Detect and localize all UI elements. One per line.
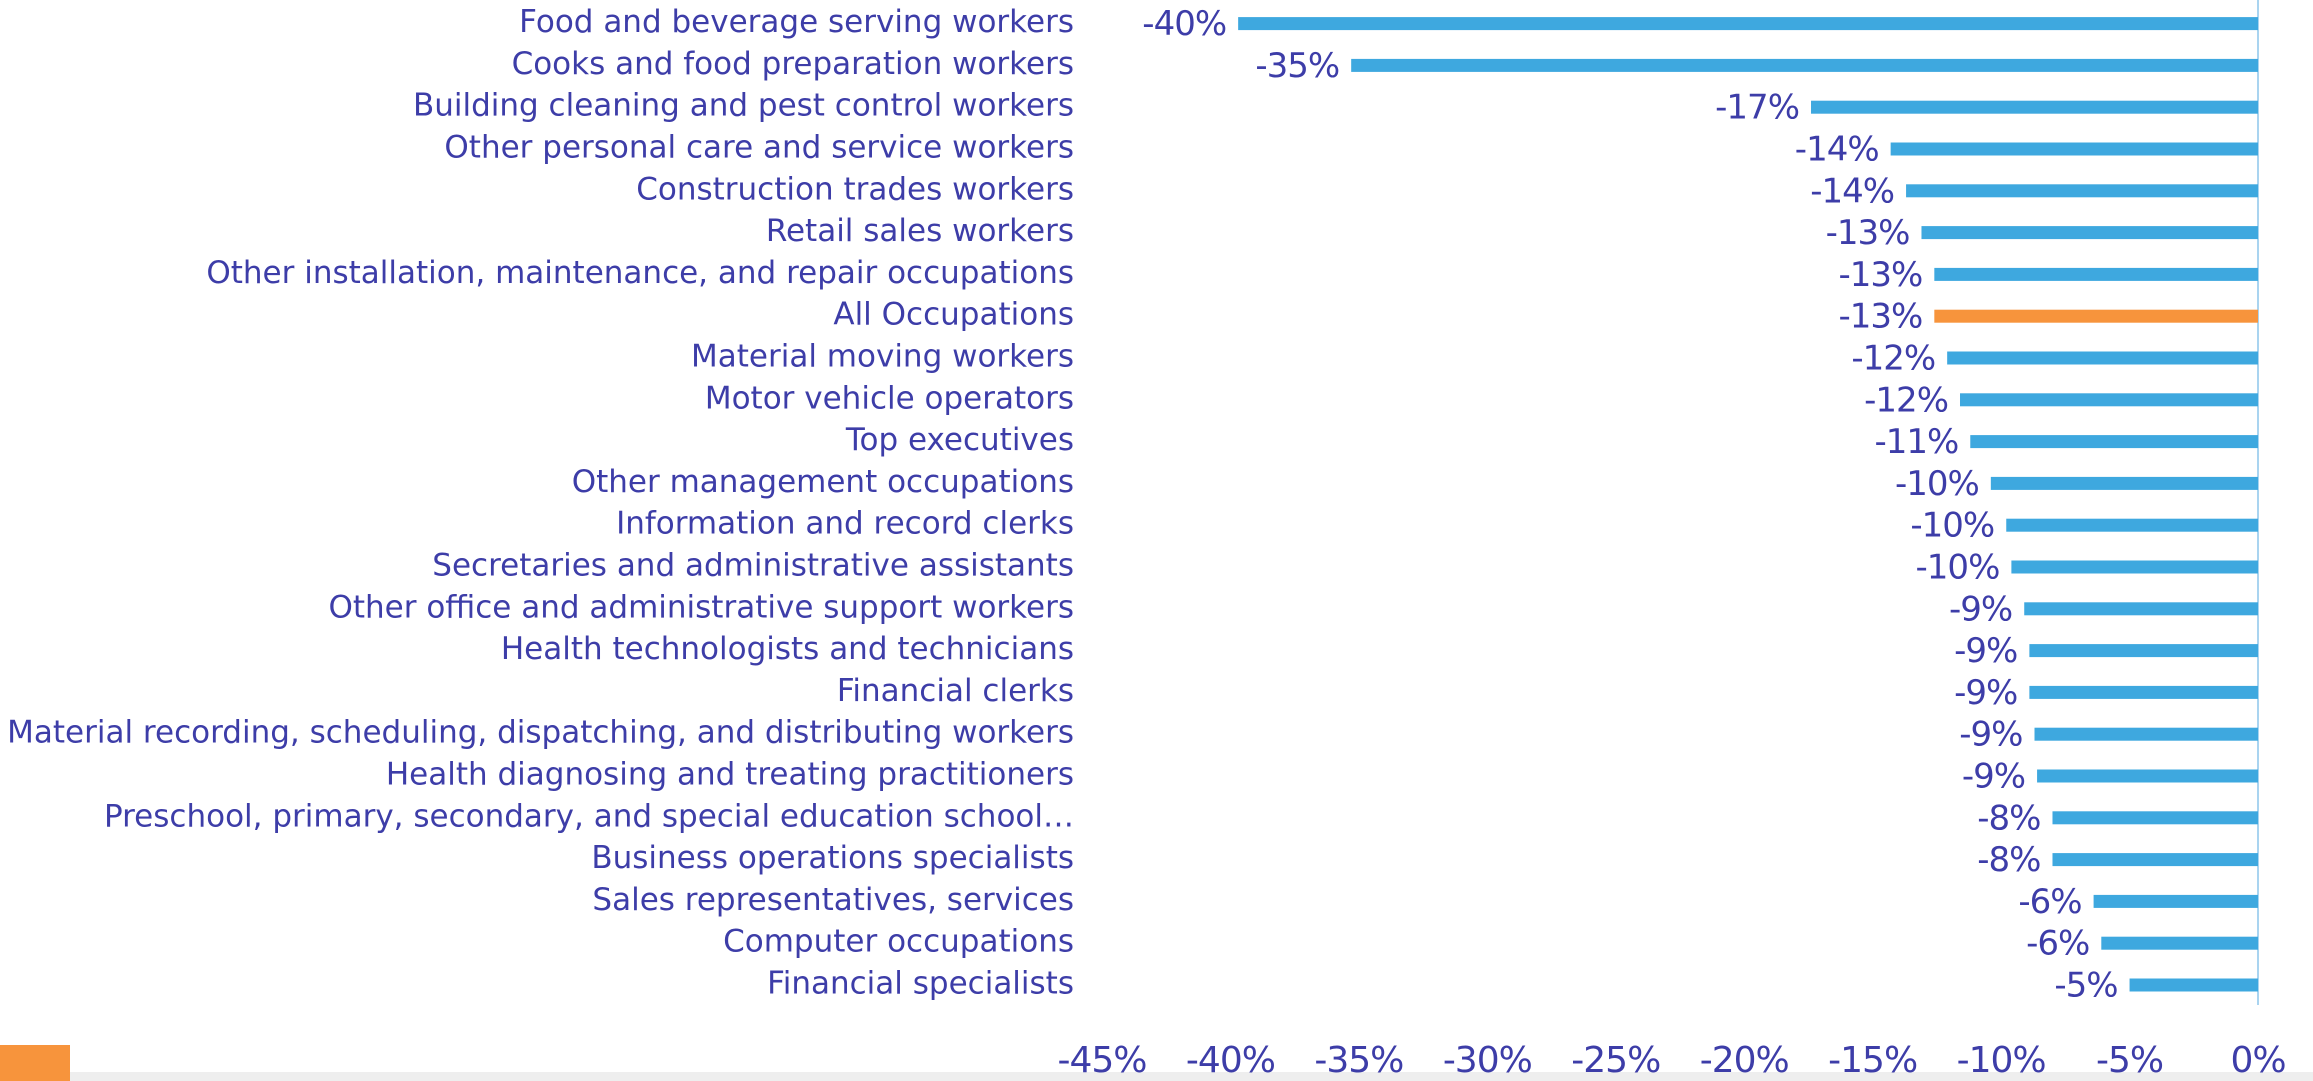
category-label: Construction trades workers bbox=[636, 171, 1074, 207]
bar bbox=[2094, 895, 2258, 908]
bar bbox=[1960, 393, 2258, 406]
category-label: Cooks and food preparation workers bbox=[512, 46, 1074, 82]
category-label: All Occupations bbox=[833, 297, 1074, 333]
x-tick-label: -40% bbox=[1186, 1040, 1275, 1081]
value-label: -17% bbox=[1715, 88, 1799, 128]
x-tick-label: 0% bbox=[2230, 1040, 2285, 1081]
bar bbox=[1934, 268, 2258, 281]
bar bbox=[1991, 477, 2258, 490]
bar bbox=[1891, 143, 2258, 156]
value-label: -13% bbox=[1838, 297, 1922, 337]
x-tick-label: -45% bbox=[1057, 1040, 1146, 1081]
value-label: -10% bbox=[1895, 464, 1979, 504]
value-label: -9% bbox=[1962, 757, 2025, 797]
bar bbox=[1238, 17, 2258, 30]
category-label: Financial clerks bbox=[837, 673, 1074, 709]
bar bbox=[2037, 770, 2258, 783]
category-label: Preschool, primary, secondary, and speci… bbox=[104, 798, 1074, 834]
bar bbox=[1811, 101, 2258, 114]
bar bbox=[1934, 310, 2258, 323]
x-tick-label: -35% bbox=[1314, 1040, 1403, 1081]
x-tick-label: -30% bbox=[1443, 1040, 1532, 1081]
category-label: Other personal care and service workers bbox=[444, 130, 1074, 166]
value-label: -35% bbox=[1255, 46, 1339, 86]
value-label: -13% bbox=[1826, 213, 1910, 253]
category-label: Secretaries and administrative assistant… bbox=[432, 548, 1074, 584]
category-label: Other office and administrative support … bbox=[328, 589, 1074, 625]
bar bbox=[1351, 59, 2258, 72]
value-label: -6% bbox=[2018, 882, 2081, 922]
category-label: Information and record clerks bbox=[616, 506, 1074, 542]
category-label: Material moving workers bbox=[691, 339, 1074, 375]
category-label: Sales representatives, services bbox=[592, 882, 1074, 918]
value-label: -11% bbox=[1874, 422, 1958, 462]
value-label: -9% bbox=[1954, 631, 2017, 671]
chart: -45%-40%-35%-30%-25%-20%-15%-10%-5%0%Foo… bbox=[0, 0, 2313, 1081]
category-label: Computer occupations bbox=[723, 924, 1074, 960]
bar bbox=[1921, 226, 2258, 239]
category-label: Business operations specialists bbox=[591, 840, 1074, 876]
value-label: -12% bbox=[1851, 339, 1935, 379]
bar bbox=[2130, 979, 2258, 992]
value-label: -40% bbox=[1142, 4, 1226, 44]
bar bbox=[2029, 644, 2258, 657]
category-label: Health technologists and technicians bbox=[501, 631, 1074, 667]
bar bbox=[1947, 352, 2258, 365]
value-label: -14% bbox=[1810, 171, 1894, 211]
x-tick-label: -20% bbox=[1700, 1040, 1789, 1081]
bar bbox=[2029, 686, 2258, 699]
value-label: -8% bbox=[1977, 798, 2040, 838]
bar bbox=[2011, 561, 2258, 574]
category-label: Material recording, scheduling, dispatch… bbox=[7, 715, 1074, 751]
logo-fragment bbox=[0, 1045, 70, 1081]
category-label: Motor vehicle operators bbox=[705, 380, 1074, 416]
bar bbox=[1970, 435, 2258, 448]
value-label: -10% bbox=[1910, 506, 1994, 546]
value-label: -12% bbox=[1864, 380, 1948, 420]
x-tick-label: -10% bbox=[1957, 1040, 2046, 1081]
value-label: -6% bbox=[2026, 924, 2089, 964]
category-label: Other installation, maintenance, and rep… bbox=[206, 255, 1074, 291]
value-label: -9% bbox=[1954, 673, 2017, 713]
value-label: -14% bbox=[1795, 130, 1879, 170]
category-label: Top executives bbox=[845, 422, 1074, 458]
bar bbox=[2035, 728, 2258, 741]
category-label: Retail sales workers bbox=[766, 213, 1074, 249]
category-label: Food and beverage serving workers bbox=[519, 4, 1074, 40]
x-tick-label: -5% bbox=[2096, 1040, 2163, 1081]
category-label: Financial specialists bbox=[767, 966, 1074, 1002]
category-label: Building cleaning and pest control worke… bbox=[413, 88, 1074, 124]
bar bbox=[2052, 853, 2258, 866]
bar bbox=[2052, 811, 2258, 824]
value-label: -9% bbox=[1959, 715, 2022, 755]
bar bbox=[2101, 937, 2258, 950]
bar bbox=[2024, 602, 2258, 615]
value-label: -9% bbox=[1949, 589, 2012, 629]
bar bbox=[1906, 184, 2258, 197]
value-label: -8% bbox=[1977, 840, 2040, 880]
bar bbox=[2006, 519, 2258, 532]
value-label: -10% bbox=[1916, 548, 2000, 588]
value-label: -5% bbox=[2054, 966, 2117, 1006]
x-tick-label: -25% bbox=[1571, 1040, 1660, 1081]
category-label: Other management occupations bbox=[572, 464, 1074, 500]
value-label: -13% bbox=[1838, 255, 1922, 295]
x-tick-label: -15% bbox=[1828, 1040, 1917, 1081]
category-label: Health diagnosing and treating practitio… bbox=[386, 757, 1074, 793]
